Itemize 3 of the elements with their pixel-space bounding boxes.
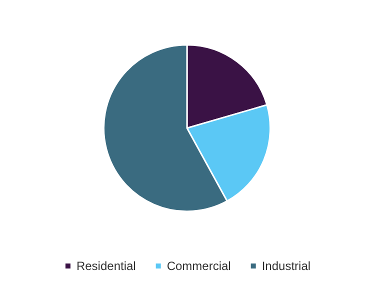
legend-label: Industrial (262, 259, 311, 273)
legend-label: Residential (76, 259, 136, 273)
legend-label: Commercial (166, 259, 231, 273)
